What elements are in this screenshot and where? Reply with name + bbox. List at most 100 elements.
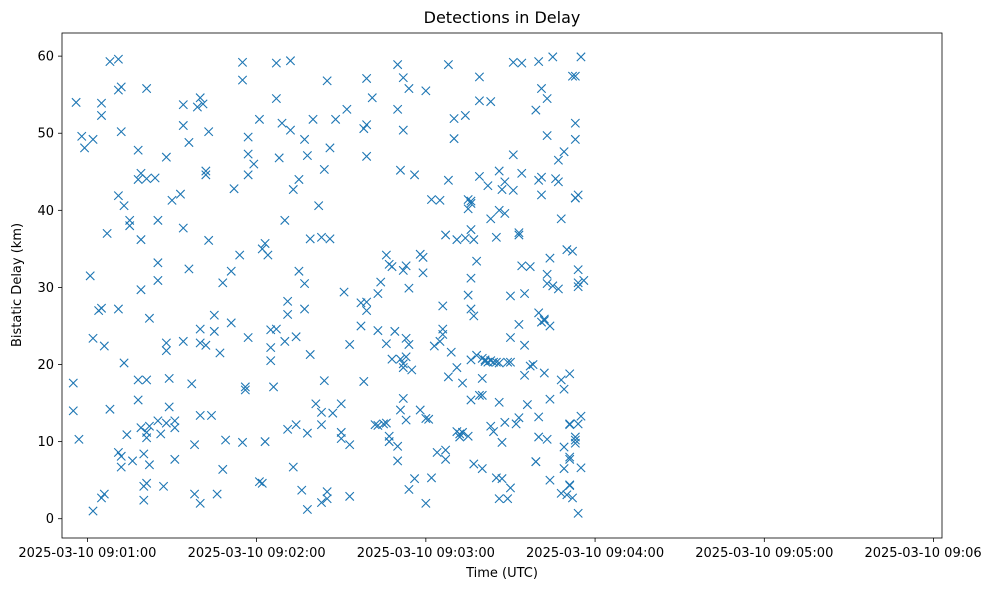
data-point xyxy=(463,431,473,441)
data-point xyxy=(204,235,214,245)
data-point xyxy=(153,215,163,225)
data-point xyxy=(534,432,544,442)
data-point xyxy=(153,258,163,268)
data-point xyxy=(519,340,530,350)
data-point xyxy=(195,338,205,348)
data-point xyxy=(156,429,166,439)
data-point xyxy=(144,421,155,431)
data-point xyxy=(398,359,408,369)
data-point xyxy=(559,442,569,452)
data-point xyxy=(345,440,355,450)
data-point xyxy=(376,277,386,287)
data-point xyxy=(362,297,372,307)
data-point xyxy=(266,342,276,353)
data-point xyxy=(570,435,580,445)
data-point xyxy=(218,464,228,474)
data-point xyxy=(570,118,580,128)
data-point xyxy=(441,454,451,464)
data-point xyxy=(500,208,510,219)
y-tick-label: 40 xyxy=(37,204,54,219)
data-point xyxy=(545,253,555,263)
data-point xyxy=(503,494,513,504)
data-point xyxy=(336,433,346,444)
y-tick-label: 60 xyxy=(37,50,54,65)
data-point xyxy=(254,114,265,124)
data-point xyxy=(472,350,482,360)
data-point xyxy=(398,363,408,373)
data-point xyxy=(133,145,143,155)
data-point xyxy=(136,235,146,245)
data-point xyxy=(294,174,304,185)
data-point xyxy=(257,478,267,488)
data-point xyxy=(297,485,307,495)
data-point xyxy=(161,418,171,428)
data-point xyxy=(74,434,84,444)
data-point xyxy=(463,204,473,214)
data-point xyxy=(525,361,535,371)
data-point xyxy=(283,424,293,434)
data-point xyxy=(99,341,109,351)
data-point xyxy=(421,86,431,96)
data-point xyxy=(260,238,270,249)
data-point xyxy=(494,358,504,368)
data-point xyxy=(305,349,315,360)
data-point xyxy=(367,93,377,103)
data-point xyxy=(88,506,98,516)
data-point xyxy=(559,464,569,474)
data-point xyxy=(274,153,284,163)
data-point xyxy=(494,205,504,215)
data-point xyxy=(441,445,451,455)
data-point xyxy=(387,262,397,272)
data-point xyxy=(565,480,575,491)
data-point xyxy=(398,393,408,404)
data-point xyxy=(460,233,470,243)
data-point xyxy=(133,375,143,385)
data-point xyxy=(559,147,569,157)
data-point xyxy=(139,495,149,505)
data-point xyxy=(435,336,445,346)
data-point xyxy=(466,304,476,314)
data-point xyxy=(381,418,391,428)
data-point xyxy=(452,363,462,373)
x-tick-label: 2025-03-10 09:03:00 xyxy=(357,546,495,561)
data-point xyxy=(409,170,420,180)
data-point xyxy=(362,73,372,84)
data-point xyxy=(573,278,583,288)
data-point xyxy=(240,385,250,395)
data-point xyxy=(96,493,107,503)
data-point xyxy=(576,52,586,62)
data-point xyxy=(497,474,507,484)
data-point xyxy=(195,498,205,508)
x-tick-label: 2025-03-10 09:02:00 xyxy=(188,546,326,561)
data-point xyxy=(328,408,338,418)
data-point xyxy=(565,369,575,379)
data-point xyxy=(362,305,372,316)
data-point xyxy=(142,375,152,385)
data-point xyxy=(511,419,521,429)
data-point xyxy=(178,223,188,233)
data-point xyxy=(170,423,180,433)
chart-title: Detections in Delay xyxy=(424,8,581,27)
data-point xyxy=(573,508,583,518)
data-point xyxy=(142,427,152,437)
data-point xyxy=(195,324,205,334)
data-point xyxy=(553,177,563,187)
data-point xyxy=(421,498,431,508)
data-point xyxy=(486,356,496,366)
x-tick-label: 2025-03-10 09:04:00 xyxy=(526,546,664,561)
data-point xyxy=(201,340,211,350)
data-point xyxy=(401,415,411,425)
data-point xyxy=(150,173,160,183)
data-point xyxy=(460,110,470,121)
data-point xyxy=(455,429,465,439)
data-point xyxy=(494,494,504,504)
data-point xyxy=(426,473,437,483)
data-point xyxy=(88,134,98,144)
data-point xyxy=(542,93,552,104)
data-point xyxy=(235,250,245,260)
data-point xyxy=(404,83,414,94)
data-point xyxy=(370,420,380,430)
data-point xyxy=(116,82,126,92)
